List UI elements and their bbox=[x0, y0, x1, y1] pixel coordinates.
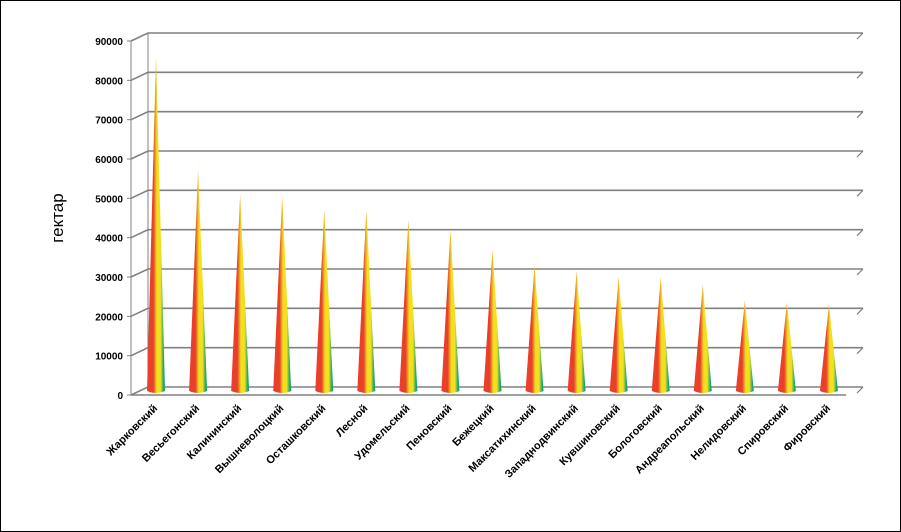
y-axis-title: гектар bbox=[48, 193, 67, 242]
gridline-end bbox=[856, 307, 864, 315]
gridline bbox=[130, 150, 863, 160]
gridline bbox=[130, 71, 863, 82]
y-tick-label: 0 bbox=[117, 391, 123, 402]
gridline bbox=[130, 228, 863, 239]
bar-cone bbox=[567, 271, 586, 393]
bar-cone bbox=[609, 276, 628, 393]
gridline-end bbox=[856, 268, 864, 276]
bar-cone bbox=[231, 194, 250, 393]
bar-cone bbox=[483, 249, 502, 393]
bar-cone bbox=[441, 229, 460, 393]
grid-layer bbox=[130, 32, 864, 396]
bar-cone bbox=[651, 276, 670, 393]
x-tick-label: Лесной bbox=[334, 403, 371, 440]
gridline-end bbox=[856, 229, 864, 237]
y-tick-label: 70000 bbox=[95, 116, 123, 127]
gridline-end bbox=[856, 71, 864, 79]
bar-cone bbox=[819, 304, 838, 393]
y-tick-label: 80000 bbox=[95, 76, 123, 87]
gridline-end bbox=[856, 150, 864, 158]
bar-cone bbox=[273, 196, 292, 393]
bar-cone bbox=[693, 284, 712, 393]
bar-cone bbox=[315, 210, 334, 393]
y-axis: 0 10000 20000 30000 40000 50000 60000 70000 8000… bbox=[95, 37, 131, 402]
gridline-end bbox=[856, 111, 864, 119]
bar-cone bbox=[525, 265, 544, 393]
gridline bbox=[130, 189, 863, 200]
gridline-end bbox=[856, 386, 864, 394]
y-tick-label: 20000 bbox=[95, 312, 123, 323]
gridline-end bbox=[856, 189, 864, 197]
gridline bbox=[130, 32, 863, 42]
y-tick-label: 90000 bbox=[95, 37, 123, 48]
gridline-end bbox=[856, 32, 864, 40]
y-tick-label: 40000 bbox=[95, 234, 123, 245]
gridline bbox=[130, 110, 863, 121]
bar-cone bbox=[735, 300, 754, 393]
gridline bbox=[130, 268, 863, 278]
bar-cone bbox=[777, 302, 796, 393]
y-tick-label: 60000 bbox=[95, 155, 123, 166]
bar-cone bbox=[189, 170, 208, 393]
x-axis: ЖарковскийВесьегонскийКалининскийВышнево… bbox=[104, 403, 833, 481]
y-tick-label: 10000 bbox=[95, 352, 123, 363]
gridline bbox=[130, 307, 863, 318]
x-tick-label: Пеновский bbox=[404, 403, 454, 453]
bar-cone bbox=[357, 210, 376, 393]
gridline-end bbox=[856, 347, 864, 355]
bar-cone bbox=[147, 56, 166, 394]
bars-layer bbox=[147, 56, 838, 394]
y-tick-label: 50000 bbox=[95, 194, 123, 205]
y-tick-label: 30000 bbox=[95, 273, 123, 284]
bar-cone bbox=[399, 219, 418, 393]
x-tick-label: Западнодвинский bbox=[503, 403, 581, 481]
gridline bbox=[130, 346, 863, 357]
